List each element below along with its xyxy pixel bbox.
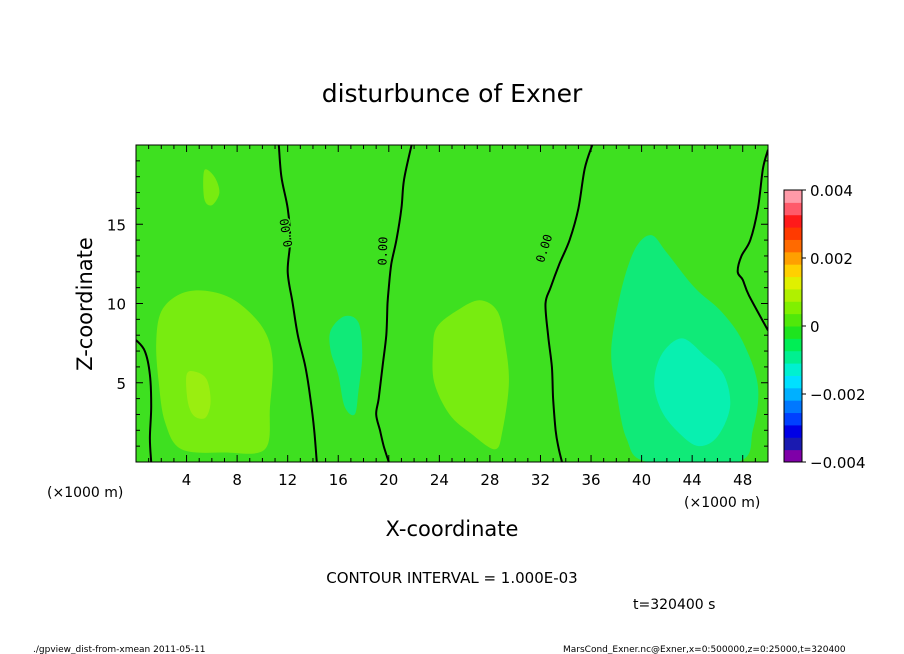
x-axis-title: X-coordinate [386, 517, 519, 541]
chart-title: disturbunce of Exner [322, 79, 583, 108]
colorbar-swatch [784, 350, 802, 364]
anomaly-region-negative-core [654, 338, 731, 447]
colorbar-swatch [784, 313, 802, 327]
contour-interval-label: CONTOUR INTERVAL = 1.000E-03 [326, 569, 577, 587]
colorbar-swatch [784, 251, 802, 265]
plot-area: 0.000.00 0.00 [135, 144, 769, 463]
colorbar-tick-label: −0.004 [810, 454, 866, 472]
contour-line [544, 145, 594, 462]
colorbar-swatch [784, 214, 802, 228]
colorbar-swatch [784, 424, 802, 438]
x-tick-label: 24 [430, 471, 449, 489]
x-tick-label: 44 [683, 471, 702, 489]
colorbar-swatch [784, 375, 802, 389]
x-tick-label: 8 [232, 471, 242, 489]
colorbar-tick-label: −0.002 [810, 386, 866, 404]
y-tick-label: 5 [116, 375, 126, 393]
colorbar: 0.004 0.002 0 −0.002 −0.004 [783, 182, 866, 472]
colorbar-swatch [784, 400, 802, 414]
x-tick-label: 36 [581, 471, 600, 489]
x-tick-label: 32 [531, 471, 550, 489]
anomaly-region-left [156, 290, 273, 454]
contour-line [736, 149, 768, 331]
y-axis: 5 10 15 [107, 160, 768, 447]
y-tick-label: 10 [107, 296, 126, 314]
colorbar-swatch [784, 190, 802, 203]
x-tick-label: 20 [379, 471, 398, 489]
colorbar-swatch [784, 202, 802, 216]
colorbar-swatch [784, 264, 802, 278]
colorbar-swatch [784, 227, 802, 240]
time-label: t=320400 s [633, 597, 715, 613]
x-tick-label: 40 [632, 471, 651, 489]
contour-label: 0.00 [277, 217, 295, 248]
x-axis: 4 8 12 16 20 24 28 32 36 40 44 48 [148, 145, 756, 489]
x-unit-label-right: (×1000 m) [684, 495, 760, 511]
contour-line [277, 145, 318, 462]
footer-right-note: MarsCond_Exner.nc@Exner,x=0:500000,z=0:2… [563, 645, 846, 654]
anomaly-region-left-core [186, 371, 211, 419]
colorbar-swatch [784, 276, 802, 290]
colorbar-swatch [784, 288, 802, 302]
colorbar-tick-label: 0.002 [810, 250, 853, 268]
contour-line [136, 339, 153, 462]
x-tick-label: 4 [182, 471, 192, 489]
anomaly-region-negative-small [329, 315, 363, 416]
colorbar-swatch [784, 412, 802, 426]
colorbar-swatch [784, 326, 802, 339]
anomaly-region-middle [432, 300, 509, 450]
y-axis-title: Z-coordinate [73, 237, 97, 371]
colorbar-swatch [784, 437, 802, 451]
colorbar-tick-label: 0 [810, 318, 820, 336]
x-unit-label-left: (×1000 m) [47, 485, 123, 501]
y-tick-label: 15 [107, 216, 126, 234]
colorbar-swatch [784, 449, 802, 463]
contour-line [375, 145, 413, 462]
colorbar-tick-label: 0.004 [810, 182, 853, 200]
x-tick-label: 12 [278, 471, 297, 489]
colorbar-swatch [784, 387, 802, 401]
anomaly-region-top [203, 169, 220, 206]
footer-left-note: ./gpview_dist-from-xmean 2011-05-11 [33, 645, 205, 654]
colorbar-swatch [784, 363, 802, 376]
contour-label: 0.00 [375, 236, 390, 265]
colorbar-swatch [784, 239, 802, 253]
x-tick-label: 48 [733, 471, 752, 489]
colorbar-swatch [784, 338, 802, 352]
x-tick-label: 28 [480, 471, 499, 489]
field: 0.000.00 0.00 [136, 145, 768, 462]
colorbar-swatch [784, 301, 802, 315]
x-tick-label: 16 [329, 471, 348, 489]
